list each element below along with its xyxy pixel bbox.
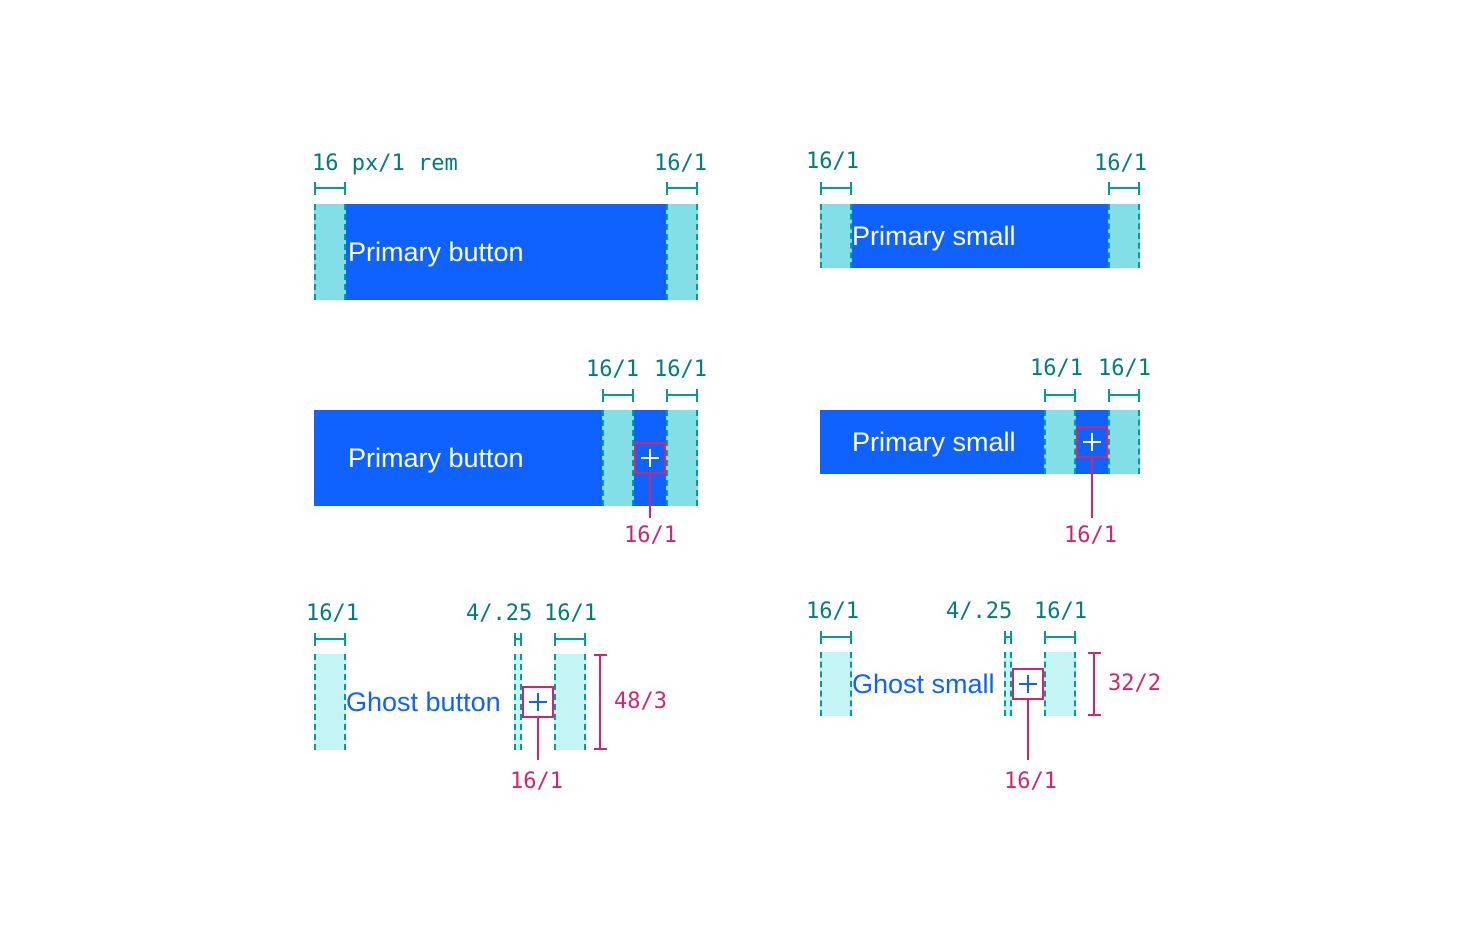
add-icon: [1076, 426, 1108, 458]
text-icon-padding-label: 16/1: [586, 357, 639, 382]
icon-size-leader: [1027, 700, 1029, 760]
left-padding-bracket: [314, 182, 346, 195]
right-padding-label: 16/1: [544, 601, 597, 626]
add-icon: [1012, 668, 1044, 700]
text-icon-padding-area: [602, 410, 634, 506]
right-padding-label: 16/1: [654, 151, 707, 176]
text-icon-padding-bracket: [1044, 389, 1076, 402]
height-bracket: [594, 654, 607, 750]
icon-size-label: 16/1: [624, 523, 677, 548]
left-padding-area: [314, 654, 346, 750]
ghost-button-label[interactable]: Ghost button: [346, 687, 501, 717]
icon-size-label: 16/1: [510, 769, 563, 794]
height-label: 48/3: [614, 689, 667, 714]
primary-small-label: Primary small: [852, 221, 1016, 251]
right-padding-area: [1108, 204, 1140, 268]
right-padding-area: [554, 654, 586, 750]
gap-bracket: [1004, 631, 1012, 644]
left-padding-bracket: [314, 633, 346, 646]
primary-small-button[interactable]: [820, 204, 1140, 268]
left-padding-bracket: [820, 631, 852, 644]
left-padding-label: 16/1: [806, 599, 859, 624]
right-padding-bracket: [666, 389, 698, 402]
right-padding-bracket: [666, 182, 698, 195]
left-padding-label: 16/1: [806, 149, 859, 174]
left-padding-label: 16 px/1 rem: [312, 151, 458, 176]
primary-button[interactable]: [314, 204, 698, 300]
left-padding-bracket: [820, 182, 852, 195]
height-bracket: [1088, 652, 1101, 716]
icon-size-leader: [649, 474, 651, 518]
right-padding-bracket: [1108, 182, 1140, 195]
gap-area: [1004, 652, 1012, 716]
right-padding-area: [666, 204, 698, 300]
left-padding-label: 16/1: [306, 601, 359, 626]
right-padding-label: 16/1: [1094, 151, 1147, 176]
height-label: 32/2: [1108, 671, 1161, 696]
gap-label: 4/.25: [466, 601, 533, 626]
gap-area: [514, 654, 522, 750]
primary-button-label: Primary button: [348, 443, 524, 473]
ghost-small-label[interactable]: Ghost small: [852, 669, 995, 699]
icon-size-leader: [537, 718, 539, 760]
right-padding-area: [666, 410, 698, 506]
add-icon: [634, 442, 666, 474]
right-padding-bracket: [1108, 389, 1140, 402]
text-icon-padding-label: 16/1: [1030, 356, 1083, 381]
icon-size-label: 16/1: [1064, 523, 1117, 548]
text-icon-padding-area: [1044, 410, 1076, 474]
gap-label: 4/.25: [946, 599, 1013, 624]
left-padding-area: [820, 652, 852, 716]
left-padding-area: [314, 204, 346, 300]
icon-size-label: 16/1: [1004, 769, 1057, 794]
left-padding-area: [820, 204, 852, 268]
add-icon: [522, 686, 554, 718]
right-padding-label: 16/1: [1034, 599, 1087, 624]
right-padding-bracket: [554, 633, 586, 646]
right-padding-area: [1044, 652, 1076, 716]
icon-size-leader: [1091, 458, 1093, 518]
right-padding-bracket: [1044, 631, 1076, 644]
primary-small-label: Primary small: [852, 427, 1016, 457]
right-padding-area: [1108, 410, 1140, 474]
text-icon-padding-bracket: [602, 389, 634, 402]
right-padding-label: 16/1: [654, 357, 707, 382]
right-padding-label: 16/1: [1098, 356, 1151, 381]
gap-bracket: [514, 633, 522, 646]
primary-button-label: Primary button: [348, 237, 524, 267]
